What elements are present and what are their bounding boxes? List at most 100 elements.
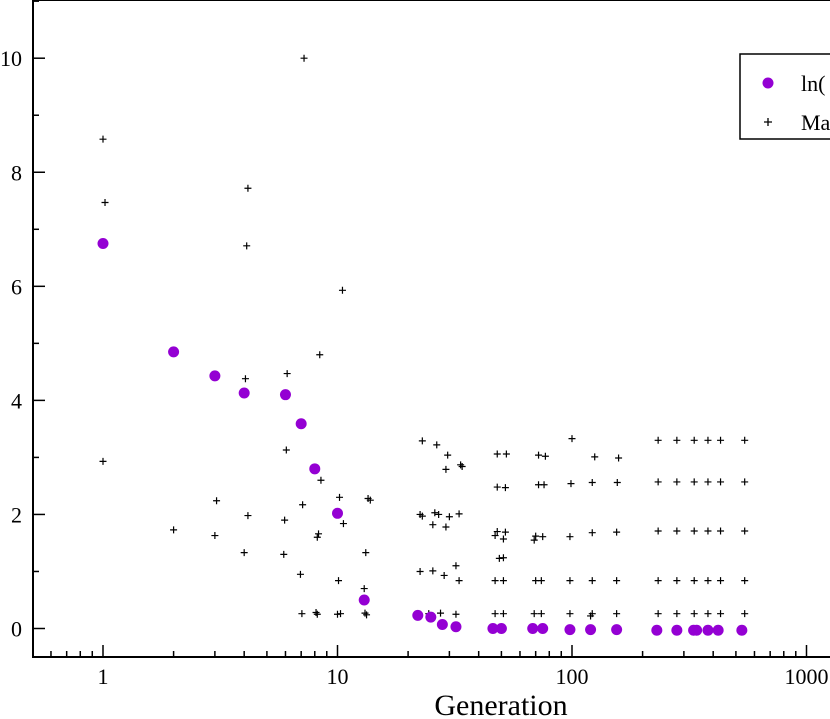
- plus-point: [455, 510, 463, 518]
- circle-point: [279, 389, 291, 401]
- plus-point: [499, 577, 507, 585]
- plus-point: [493, 450, 501, 458]
- plus-point: [336, 493, 344, 501]
- legend: ln( Ma: [739, 53, 830, 140]
- plus-point: [537, 610, 545, 618]
- plus-point: [654, 577, 662, 585]
- plus-point: [566, 533, 574, 541]
- plot-frame: [32, 0, 830, 658]
- plus-point: [499, 535, 507, 543]
- plus-point: [170, 526, 178, 534]
- plus-point: [491, 532, 499, 540]
- plus-point: [717, 436, 725, 444]
- plus-point: [366, 496, 374, 504]
- plus-point: [429, 521, 437, 529]
- x-tick-label: 10: [327, 664, 349, 689]
- plus-point: [591, 453, 599, 461]
- circle-point: [295, 418, 307, 430]
- plus-point: [442, 523, 450, 531]
- y-axis: 0 2 4 6 8 10: [0, 0, 45, 642]
- plus-point: [360, 585, 368, 593]
- plus-point: [613, 479, 621, 487]
- y-tick-label: 4: [11, 388, 22, 413]
- plus-point: [673, 577, 681, 585]
- plus-point: [568, 435, 576, 443]
- plus-point: [690, 478, 698, 486]
- circle-point: [527, 623, 539, 634]
- plus-point: [458, 463, 466, 471]
- plus-point: [298, 610, 306, 618]
- plus-point: [741, 436, 749, 444]
- circle-point: [358, 594, 370, 606]
- plus-point: [493, 483, 501, 491]
- plus-point: [567, 480, 575, 488]
- plus-point: [615, 454, 623, 462]
- plus-point: [673, 436, 681, 444]
- legend-label-2: Ma: [801, 110, 830, 135]
- x-tick-label: 1000: [785, 664, 829, 689]
- plus-point: [741, 610, 749, 618]
- plus-point: [501, 484, 509, 492]
- y-tick-label: 10: [0, 46, 22, 71]
- plus-point: [493, 528, 501, 536]
- plus-point: [530, 610, 538, 618]
- plus-point: [704, 610, 712, 618]
- plus-point: [240, 549, 248, 557]
- plus-point: [704, 436, 712, 444]
- plus-point: [452, 562, 460, 570]
- plus-point: [717, 478, 725, 486]
- plus-point: [282, 446, 290, 454]
- plus-point: [335, 577, 343, 585]
- plus-point: [613, 610, 621, 618]
- plus-point: [334, 610, 341, 618]
- circle-point: [651, 624, 663, 636]
- circle-point: [425, 611, 437, 623]
- plus-point: [654, 527, 662, 535]
- plus-point: [673, 478, 681, 486]
- plus-point: [566, 610, 574, 618]
- y-tick-label: 8: [11, 160, 22, 185]
- circle-point: [168, 346, 180, 358]
- plus-point: [445, 513, 453, 521]
- plus-point: [690, 527, 698, 535]
- plus-point: [440, 571, 448, 579]
- y-tick-label: 0: [11, 617, 22, 642]
- circle-point: [585, 624, 597, 636]
- plus-point: [455, 577, 463, 585]
- plus-point: [418, 437, 426, 445]
- circle-point: [238, 387, 250, 399]
- plus-point: [241, 375, 249, 383]
- plus-point: [313, 610, 321, 618]
- plus-point: [243, 242, 251, 250]
- legend-circle-marker: [762, 77, 774, 89]
- plus-point: [99, 457, 107, 465]
- plus-point: [704, 478, 712, 486]
- plus-point: [338, 286, 346, 294]
- plus-point: [499, 610, 507, 618]
- plus-point: [431, 509, 439, 517]
- plus-point: [704, 527, 712, 535]
- x-axis-title: Generation: [434, 689, 567, 719]
- plus-point: [457, 461, 465, 469]
- circle-point: [495, 623, 507, 634]
- plus-point: [437, 609, 445, 617]
- plus-point: [532, 532, 540, 540]
- plus-point: [587, 612, 595, 620]
- plus-point: [673, 610, 681, 618]
- circle-point: [97, 238, 109, 250]
- circle-point: [702, 624, 714, 636]
- plus-point: [442, 465, 450, 473]
- circle-point: [487, 623, 499, 634]
- circle-point: [436, 619, 448, 631]
- plus-point: [717, 577, 725, 585]
- plus-point: [654, 478, 662, 486]
- plus-point: [613, 528, 621, 536]
- circle-point: [450, 621, 462, 633]
- plus-point: [613, 577, 621, 585]
- x-axis: 1 10 100 1000: [50, 645, 829, 689]
- legend-label-1: ln(: [801, 71, 825, 96]
- circle-point: [611, 624, 623, 636]
- plus-point: [541, 452, 549, 460]
- plus-point: [540, 481, 548, 489]
